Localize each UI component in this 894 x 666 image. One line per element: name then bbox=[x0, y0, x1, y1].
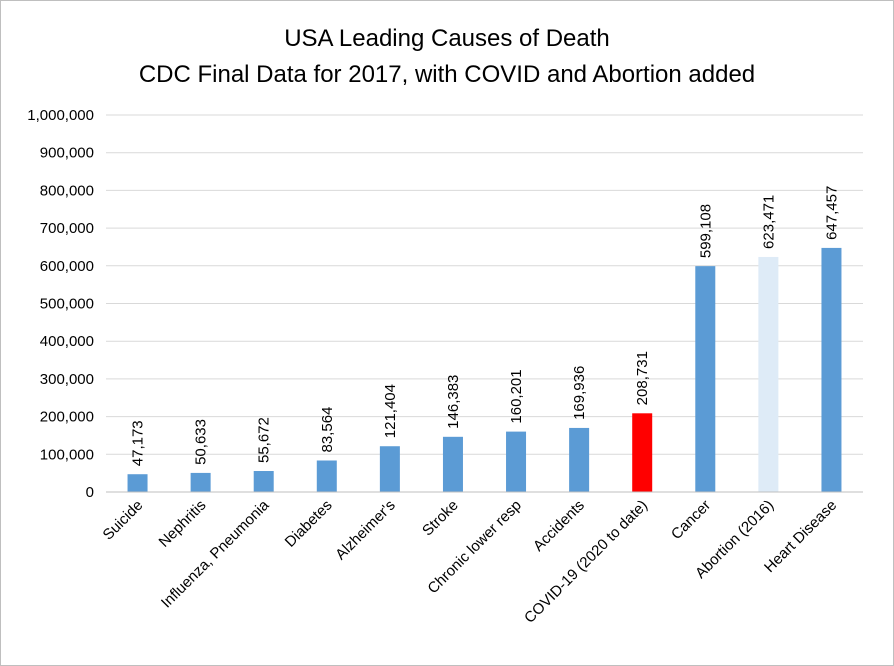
y-tick-label: 700,000 bbox=[40, 220, 94, 237]
data-label: 160,201 bbox=[508, 369, 525, 423]
data-label: 208,731 bbox=[634, 351, 651, 405]
data-label: 169,936 bbox=[571, 366, 588, 420]
bars bbox=[127, 247, 842, 492]
bar bbox=[632, 413, 653, 492]
bar bbox=[442, 436, 463, 492]
y-tick-label: 0 bbox=[86, 484, 94, 501]
y-tick-label: 800,000 bbox=[40, 182, 94, 199]
category-label: Cancer bbox=[668, 497, 714, 543]
bar bbox=[569, 427, 590, 492]
y-tick-label: 200,000 bbox=[40, 409, 94, 426]
bar bbox=[758, 256, 779, 492]
data-label: 647,457 bbox=[823, 186, 840, 240]
category-label: Diabetes bbox=[282, 497, 336, 551]
y-tick-label: 1,000,000 bbox=[27, 107, 94, 124]
bar bbox=[695, 266, 716, 492]
y-axis-ticks: 0 100,000 200,000 300,000 400,000 500,000 600,… bbox=[27, 107, 94, 501]
gridlines bbox=[106, 114, 863, 455]
category-label: Suicide bbox=[100, 497, 147, 544]
category-label: Influenza, Pneumonia bbox=[158, 496, 273, 611]
data-label: 50,633 bbox=[193, 419, 210, 465]
category-label: COVID-19 (2020 to date) bbox=[521, 497, 651, 627]
y-tick-label: 100,000 bbox=[40, 446, 94, 463]
bar bbox=[253, 471, 274, 492]
y-tick-label: 900,000 bbox=[40, 145, 94, 162]
bar bbox=[127, 474, 148, 492]
data-label: 146,383 bbox=[445, 375, 462, 429]
category-label: Accidents bbox=[530, 497, 588, 555]
bar bbox=[190, 472, 211, 492]
chart-title: USA Leading Causes of Death bbox=[284, 25, 610, 52]
data-labels: 47,173 50,633 55,672 83,564 121,404 146,383 16… bbox=[130, 186, 841, 467]
chart-subtitle: CDC Final Data for 2017, with COVID and … bbox=[139, 61, 755, 88]
y-tick-label: 300,000 bbox=[40, 371, 94, 388]
bar bbox=[506, 431, 527, 492]
y-tick-label: 400,000 bbox=[40, 333, 94, 350]
bar bbox=[316, 460, 337, 492]
data-label: 83,564 bbox=[319, 407, 336, 453]
bar bbox=[379, 446, 400, 492]
y-tick-label: 600,000 bbox=[40, 258, 94, 275]
data-label: 599,108 bbox=[697, 204, 714, 258]
data-label: 47,173 bbox=[130, 420, 147, 466]
data-label: 55,672 bbox=[256, 417, 273, 463]
bar bbox=[821, 247, 842, 492]
y-tick-label: 500,000 bbox=[40, 296, 94, 313]
data-label: 623,471 bbox=[760, 195, 777, 249]
category-label: Alzheimer's bbox=[332, 497, 399, 564]
category-label: Nephritis bbox=[156, 497, 210, 551]
category-label: Stroke bbox=[419, 497, 462, 540]
data-label: 121,404 bbox=[382, 384, 399, 438]
